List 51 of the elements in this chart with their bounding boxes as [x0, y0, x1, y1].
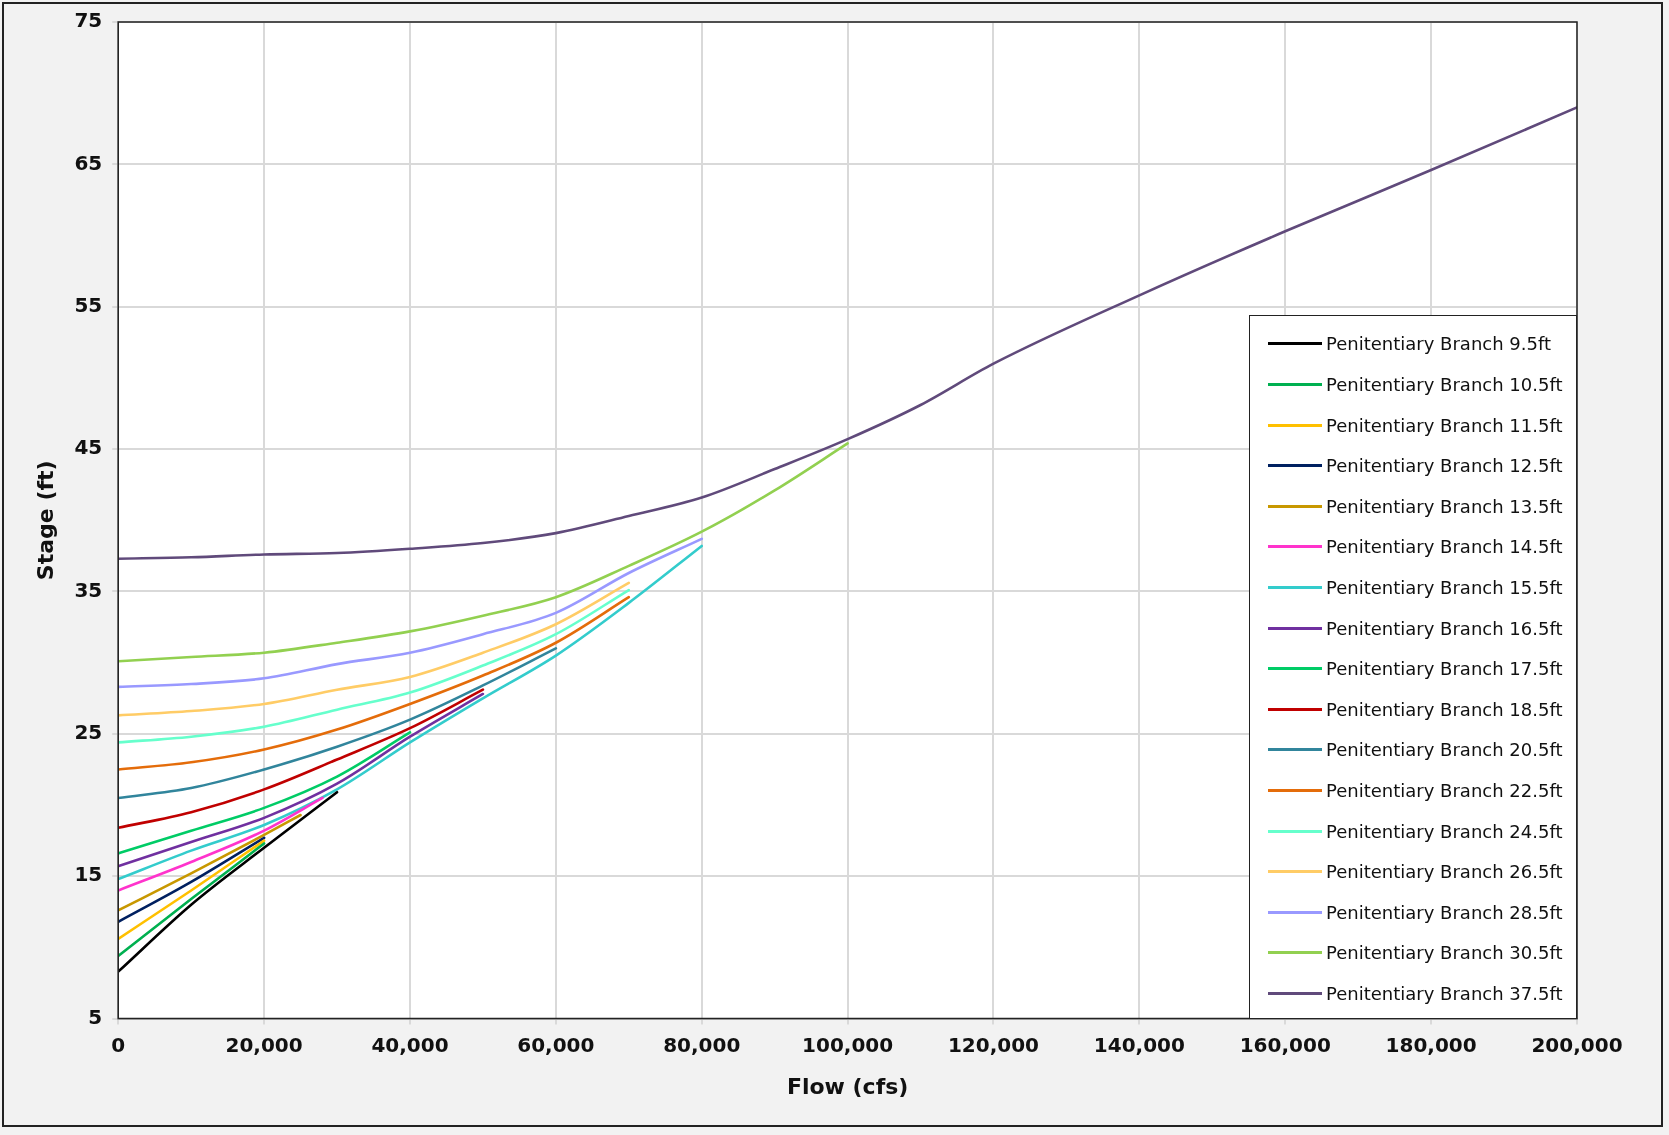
x-tick-label: 160,000	[1239, 1032, 1331, 1057]
x-axis-title: Flow (cfs)	[786, 1073, 909, 1099]
legend-label: Penitentiary Branch 22.5ft	[1326, 779, 1563, 801]
line-series	[118, 581, 631, 717]
legend-label: Penitentiary Branch 9.5ft	[1326, 333, 1552, 355]
legend-label: Penitentiary Branch 13.5ft	[1326, 495, 1563, 517]
x-tick-label: 200,000	[1531, 1032, 1623, 1057]
legend-label: Penitentiary Branch 28.5ft	[1326, 901, 1563, 923]
line-series	[118, 595, 631, 771]
y-axis-title: Stage (ft)	[32, 460, 58, 581]
x-tick-label: 20,000	[225, 1032, 303, 1057]
line-series	[118, 688, 485, 830]
legend-label: Penitentiary Branch 30.5ft	[1326, 942, 1563, 964]
x-tick-label: 100,000	[802, 1032, 894, 1057]
legend-label: Penitentiary Branch 17.5ft	[1326, 658, 1563, 680]
y-tick-label: 15	[74, 862, 103, 887]
line-series	[118, 813, 302, 912]
line-series	[118, 731, 412, 855]
x-tick-label: 120,000	[947, 1032, 1040, 1057]
x-tick-label: 0	[111, 1032, 126, 1057]
line-series	[118, 796, 324, 892]
y-tick-label: 45	[74, 435, 103, 460]
x-tick-label: 40,000	[371, 1032, 449, 1057]
y-tick-label: 25	[74, 720, 103, 745]
x-tick-label: 80,000	[663, 1032, 741, 1057]
legend-label: Penitentiary Branch 15.5ft	[1326, 576, 1563, 598]
legend-label: Penitentiary Branch 18.5ft	[1326, 698, 1563, 720]
legend-label: Penitentiary Branch 10.5ft	[1326, 373, 1563, 395]
legend-label: Penitentiary Branch 12.5ft	[1326, 455, 1563, 477]
line-series	[118, 442, 849, 663]
legend-label: Penitentiary Branch 20.5ft	[1326, 739, 1563, 761]
line-series	[118, 692, 485, 868]
y-tick-label: 75	[74, 8, 103, 33]
y-tick-label: 55	[74, 292, 103, 317]
line-series	[118, 588, 631, 744]
y-tick-label: 35	[74, 577, 103, 602]
y-tick-label: 5	[88, 1004, 103, 1029]
legend-label: Penitentiary Branch 11.5ft	[1326, 414, 1563, 436]
legend-label: Penitentiary Branch 37.5ft	[1326, 982, 1563, 1004]
line-series	[118, 537, 704, 689]
y-tick-label: 65	[74, 150, 103, 175]
legend-label: Penitentiary Branch 24.5ft	[1326, 820, 1563, 842]
x-tick-label: 180,000	[1385, 1032, 1477, 1057]
legend-label: Penitentiary Branch 26.5ft	[1326, 861, 1563, 883]
legend-label: Penitentiary Branch 14.5ft	[1326, 536, 1563, 558]
line-series	[118, 790, 339, 973]
line-series	[118, 544, 704, 881]
line-series	[118, 647, 558, 800]
x-tick-label: 60,000	[517, 1032, 595, 1057]
legend-label: Penitentiary Branch 16.5ft	[1326, 617, 1563, 639]
x-tick-label: 140,000	[1093, 1032, 1185, 1057]
